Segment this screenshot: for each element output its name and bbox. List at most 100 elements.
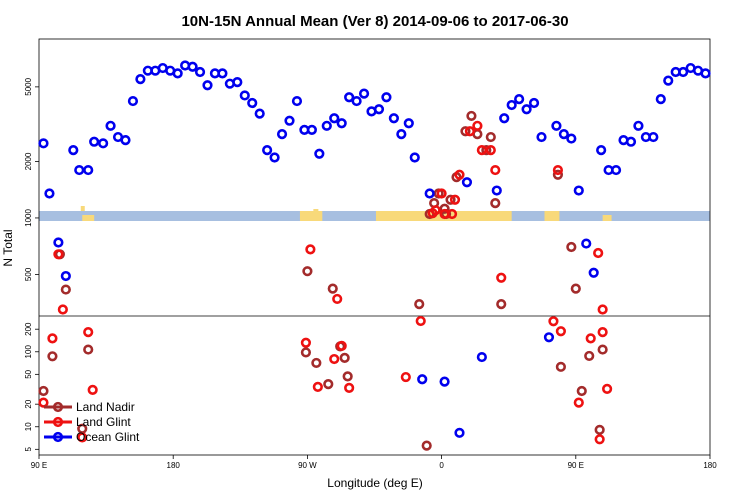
- data-point: [528, 97, 540, 109]
- data-point: [53, 249, 64, 260]
- data-marks: [38, 60, 711, 451]
- series-land-glint: [38, 120, 613, 445]
- data-point: [485, 131, 496, 143]
- data-point: [499, 113, 510, 124]
- data-point: [655, 94, 666, 105]
- ocean-strip: [39, 211, 710, 221]
- x-tick-label: 90 E: [31, 461, 47, 470]
- data-point: [344, 382, 355, 393]
- y-tick-label: 5000: [24, 77, 33, 95]
- data-point: [476, 351, 487, 363]
- data-point: [89, 136, 100, 147]
- data-point: [476, 145, 487, 156]
- data-point: [584, 350, 595, 362]
- data-point: [396, 128, 407, 140]
- data-point: [120, 135, 131, 146]
- data-point: [414, 299, 425, 310]
- data-point: [415, 315, 426, 327]
- data-point: [38, 385, 49, 397]
- data-point: [496, 299, 507, 310]
- chart-title: 10N-15N Annual Mean (Ver 8) 2014-09-06 t…: [181, 13, 568, 30]
- y-tick-label: 10: [24, 422, 33, 431]
- data-point: [461, 177, 473, 188]
- data-point: [555, 326, 566, 337]
- data-point: [187, 61, 198, 72]
- data-point: [38, 397, 49, 408]
- data-point: [552, 164, 564, 176]
- x-tick-label: 90 E: [568, 461, 584, 470]
- data-point: [38, 138, 49, 149]
- data-point: [217, 68, 228, 79]
- land-segment: [544, 211, 560, 221]
- data-point: [597, 304, 608, 315]
- data-point: [291, 95, 303, 107]
- data-point: [305, 244, 316, 255]
- data-point: [593, 247, 604, 259]
- data-point: [373, 104, 385, 115]
- data-point: [576, 385, 587, 397]
- data-point: [194, 66, 206, 78]
- data-point: [68, 145, 79, 156]
- data-point: [485, 145, 496, 156]
- legend-marker-land-glint: [52, 416, 64, 428]
- data-point: [358, 88, 370, 99]
- data-point: [472, 120, 483, 131]
- y-tick-label: 100: [24, 345, 33, 359]
- data-point: [596, 145, 607, 156]
- data-point: [311, 357, 322, 369]
- data-point: [597, 326, 608, 338]
- data-point: [336, 118, 347, 129]
- data-point: [466, 110, 477, 122]
- data-point: [127, 95, 139, 107]
- data-point: [445, 194, 456, 205]
- y-tick-label: 1000: [24, 208, 33, 226]
- data-point: [47, 333, 58, 344]
- axes: 90 E 180 90 W 0 90 E 180 500 1000 2000 5000 5 10 20 5…: [24, 38, 717, 470]
- data-point: [312, 381, 323, 393]
- data-point: [602, 383, 613, 394]
- data-point: [446, 208, 458, 220]
- data-point: [555, 361, 566, 372]
- data-point: [464, 126, 476, 137]
- data-point: [342, 371, 353, 382]
- data-point: [57, 304, 68, 315]
- data-point: [60, 270, 71, 282]
- plot-frame: [38, 38, 711, 456]
- data-point: [430, 205, 441, 216]
- data-point: [232, 77, 243, 88]
- data-point: [98, 138, 109, 149]
- data-point: [625, 136, 637, 147]
- data-point: [135, 74, 146, 85]
- data-point: [566, 241, 577, 253]
- data-point: [327, 283, 338, 294]
- data-point: [573, 185, 584, 196]
- data-point: [594, 424, 605, 435]
- data-point: [239, 90, 250, 101]
- data-point: [77, 432, 88, 443]
- data-point: [306, 124, 317, 135]
- data-point: [344, 92, 355, 103]
- data-point: [436, 188, 447, 199]
- y-tick-label: 20: [24, 399, 33, 408]
- data-point: [202, 80, 213, 91]
- data-point: [254, 108, 265, 119]
- land-segment: [602, 215, 612, 221]
- data-point: [551, 120, 562, 131]
- data-point: [302, 266, 313, 277]
- data-point: [633, 120, 644, 131]
- y-tick-label: 5: [24, 447, 33, 452]
- y-tick-label: 500: [24, 267, 33, 281]
- data-point: [454, 169, 465, 180]
- data-point: [496, 272, 507, 283]
- data-point: [481, 145, 492, 156]
- data-point: [83, 326, 94, 338]
- data-point: [570, 283, 581, 294]
- data-point: [514, 94, 525, 105]
- data-point: [300, 337, 312, 348]
- series-ocean-glint: [38, 60, 711, 438]
- legend: Land Nadir Land Glint Ocean Glint: [44, 400, 140, 444]
- legend-label-land-nadir: Land Nadir: [76, 400, 135, 414]
- data-point: [506, 99, 517, 111]
- data-point: [87, 384, 98, 396]
- y-axis-label: N Total: [1, 229, 15, 266]
